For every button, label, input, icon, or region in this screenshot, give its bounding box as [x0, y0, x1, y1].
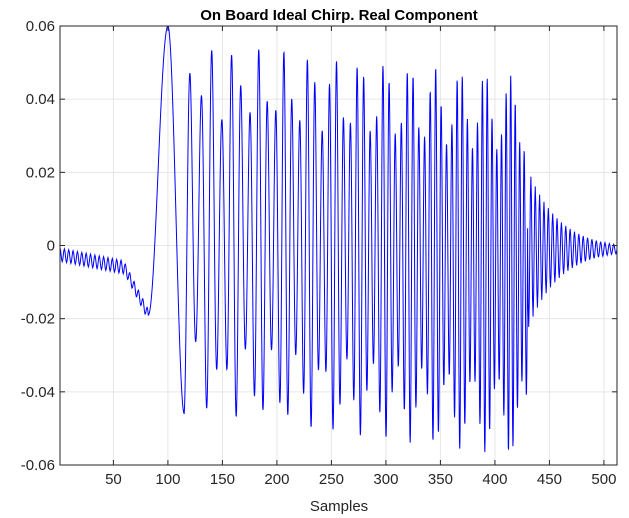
x-tick-label: 300: [373, 471, 398, 488]
chirp-signal-line: [60, 26, 617, 453]
y-tick-label: -0.04: [21, 384, 55, 401]
y-tick-label: 0: [47, 238, 55, 255]
x-tick-label: 450: [537, 471, 562, 488]
x-tick-label: 200: [264, 471, 289, 488]
y-tick-label: -0.02: [21, 311, 55, 328]
y-axis-ticks: -0.06 -0.04 -0.02 0 0.02 0.04 0.06: [21, 18, 617, 474]
x-tick-label: 150: [210, 471, 235, 488]
y-tick-label: 0.04: [26, 91, 55, 108]
x-tick-label: 350: [428, 471, 453, 488]
x-axis-ticks: 50 100 150 200 250 300 350 400 450 500: [105, 26, 616, 488]
x-tick-label: 50: [105, 471, 122, 488]
x-axis-label: Samples: [310, 498, 368, 515]
x-tick-label: 500: [591, 471, 616, 488]
y-tick-label: -0.06: [21, 457, 55, 474]
chart-title: On Board Ideal Chirp. Real Component: [200, 7, 478, 24]
y-tick-label: 0.06: [26, 18, 55, 35]
x-tick-label: 400: [482, 471, 507, 488]
y-tick-label: 0.02: [26, 164, 55, 181]
x-tick-label: 100: [155, 471, 180, 488]
x-tick-label: 250: [319, 471, 344, 488]
